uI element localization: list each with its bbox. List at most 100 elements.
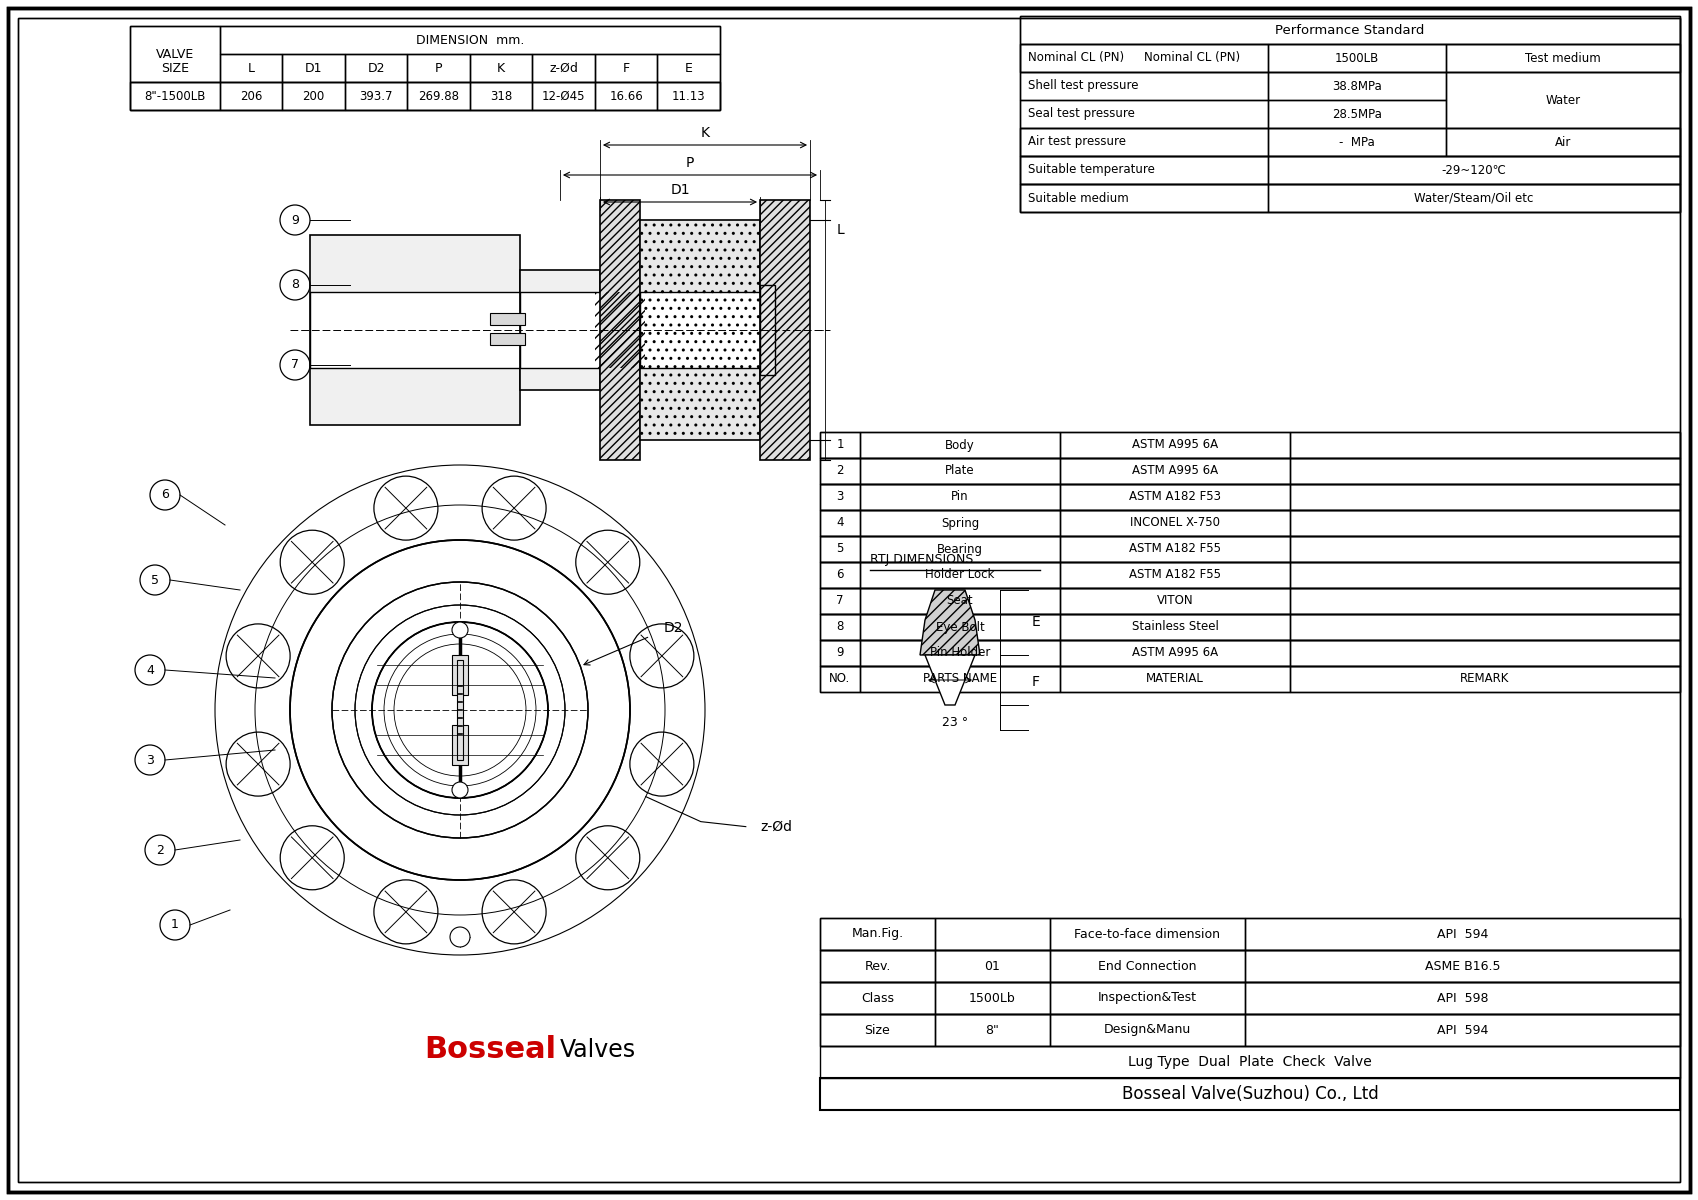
Bar [470,82,533,110]
Bar [1290,536,1679,562]
Bar [1060,666,1290,692]
Bar [859,562,1060,588]
Text: 6: 6 [161,488,168,502]
Bar [1020,156,1679,184]
Bar [761,200,810,460]
Text: 38.8MPa: 38.8MPa [1333,79,1382,92]
Bar [1268,100,1447,128]
Bar [820,432,859,458]
Circle shape [374,880,438,944]
Bar [820,562,859,588]
Text: 12-Ø45: 12-Ø45 [542,90,586,102]
Bar [520,270,599,390]
Text: RTJ DIMENSIONS: RTJ DIMENSIONS [869,553,973,566]
Bar [1049,950,1245,982]
Bar [131,26,720,110]
Text: ASTM A995 6A: ASTM A995 6A [1133,647,1217,660]
Bar [1447,128,1679,156]
Bar [820,510,859,536]
Text: Eye Bolt: Eye Bolt [936,620,985,634]
Bar [640,220,761,440]
Bar [1290,666,1679,692]
Text: 5: 5 [837,542,844,556]
Bar [345,82,408,110]
Bar [491,313,525,325]
Text: 8": 8" [985,1024,1000,1037]
Text: ASTM A995 6A: ASTM A995 6A [1133,464,1217,478]
Bar [131,82,720,110]
Text: K: K [498,61,506,74]
Text: 6: 6 [835,569,844,582]
Text: 393.7: 393.7 [360,90,392,102]
Bar [1060,614,1290,640]
Text: Design&Manu: Design&Manu [1104,1024,1190,1037]
Text: 9: 9 [290,214,299,227]
Text: Inspection&Test: Inspection&Test [1099,991,1197,1004]
Bar [282,54,345,82]
Text: L: L [248,61,255,74]
Bar [452,725,469,766]
Bar [820,950,1679,982]
Circle shape [452,782,469,798]
Text: NO.: NO. [829,672,851,685]
Bar [820,536,859,562]
Bar [820,588,859,614]
Bar [311,235,520,425]
Bar [408,54,470,82]
Circle shape [357,296,384,324]
Text: L: L [837,223,844,236]
Text: P: P [686,156,694,170]
Bar [1060,432,1290,458]
Bar [1290,562,1679,588]
Bar [1268,44,1447,72]
Text: Face-to-face dimension: Face-to-face dimension [1075,928,1221,941]
Text: E: E [684,61,693,74]
Text: 1: 1 [835,438,844,451]
Circle shape [226,624,290,688]
Text: 200: 200 [302,90,324,102]
Text: 16.66: 16.66 [610,90,644,102]
Bar [452,655,469,695]
Text: Rev.: Rev. [864,960,891,972]
Text: Bosseal Valve(Suzhou) Co., Ltd: Bosseal Valve(Suzhou) Co., Ltd [1122,1085,1379,1103]
Text: -29~120℃: -29~120℃ [1442,163,1506,176]
Text: INCONEL X-750: INCONEL X-750 [1129,516,1219,529]
Bar [820,536,1679,562]
Text: 206: 206 [239,90,263,102]
Bar [820,666,859,692]
Text: Pin: Pin [951,491,970,504]
Bar [820,666,1679,692]
Bar [491,332,525,346]
Bar [599,200,640,460]
Bar [761,284,774,374]
Circle shape [482,476,547,540]
Text: Seat: Seat [947,594,973,607]
Bar [820,1078,1679,1110]
Text: 8: 8 [290,278,299,292]
Bar [820,640,859,666]
Bar [1290,484,1679,510]
Bar [594,292,645,368]
Polygon shape [920,590,980,655]
Bar [1268,156,1679,184]
Text: Nominal CL (PN): Nominal CL (PN) [1027,52,1124,65]
Text: PARTS NAME: PARTS NAME [924,672,997,685]
Bar [820,1014,936,1046]
Bar [1290,432,1679,458]
Text: 269.88: 269.88 [418,90,458,102]
Bar [820,562,1679,588]
Bar [1049,918,1245,950]
Circle shape [576,530,640,594]
Bar [1290,588,1679,614]
Circle shape [576,826,640,889]
Bar [820,982,1679,1014]
Circle shape [280,530,345,594]
Bar [859,640,1060,666]
Text: ASTM A995 6A: ASTM A995 6A [1133,438,1217,451]
Text: 2: 2 [156,844,165,857]
Text: z-Ød: z-Ød [550,61,579,74]
Bar [1020,16,1679,212]
Text: 1500LB: 1500LB [1335,52,1379,65]
Text: 11.13: 11.13 [672,90,706,102]
Bar [520,292,599,368]
